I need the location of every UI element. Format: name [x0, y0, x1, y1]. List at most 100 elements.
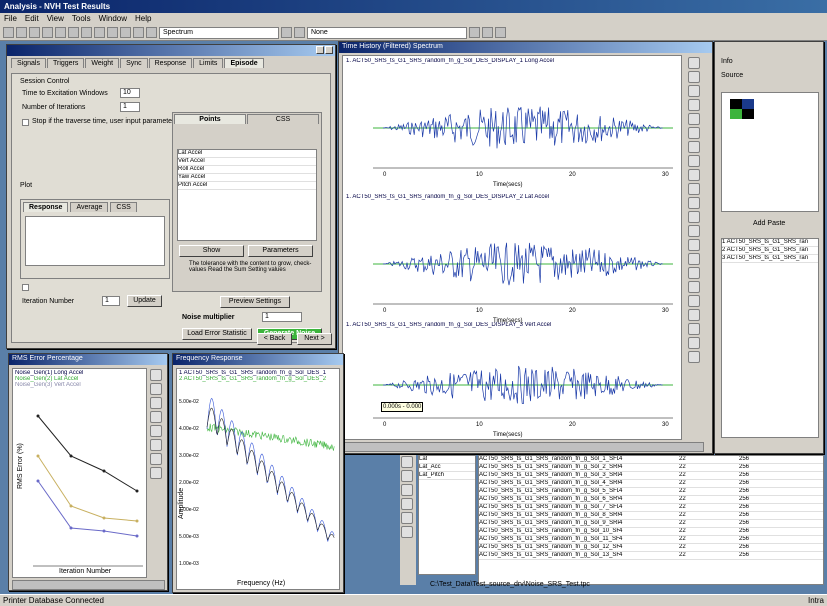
chart-icon[interactable] — [120, 27, 131, 38]
table-row[interactable]: Lat Accel — [178, 150, 316, 158]
time-scrollbar[interactable] — [342, 442, 704, 452]
zoom-in-icon[interactable] — [688, 57, 700, 69]
undo-icon[interactable] — [94, 27, 105, 38]
unlock-icon[interactable] — [688, 351, 700, 363]
copy-icon[interactable] — [688, 169, 700, 181]
table-row[interactable]: Roll Accel — [178, 166, 316, 174]
print-icon[interactable] — [42, 27, 53, 38]
fft-svg[interactable]: 5.00e-02 4.00e-02 3.00e-02 2.00e-02 1.00e-02… — [177, 383, 339, 583]
cut-icon[interactable] — [55, 27, 66, 38]
noise-checkbox[interactable] — [22, 284, 29, 291]
menu-edit[interactable]: Edit — [24, 14, 39, 23]
tab-signals[interactable]: Signals — [11, 58, 46, 68]
tab-sync[interactable]: Sync — [120, 58, 148, 68]
paste-icon[interactable] — [81, 27, 92, 38]
table-row[interactable]: ACT50_SRS_ts_G1_SRS_random_fn_g_Sol_5_SF… — [479, 488, 823, 496]
color-swatch[interactable] — [730, 99, 742, 109]
subtab-average[interactable]: Average — [70, 202, 109, 212]
settings-icon[interactable] — [688, 281, 700, 293]
table-row[interactable]: ACT50_SRS_ts_G1_SRS_random_fn_g_Sol_10_S… — [479, 528, 823, 536]
menu-tools[interactable]: Tools — [71, 14, 91, 23]
preview-button[interactable]: Preview Settings — [220, 296, 290, 308]
excitation-input[interactable]: 10 — [120, 88, 140, 98]
filter-icon[interactable] — [401, 484, 413, 496]
overlay-icon[interactable] — [688, 197, 700, 209]
show-button[interactable]: Show — [179, 245, 244, 257]
next-button[interactable]: Next > — [297, 333, 332, 345]
load-button[interactable]: Load Error Statistic — [182, 328, 252, 340]
panel2-svg[interactable]: 0 10 20 30 Time(secs) — [343, 202, 681, 326]
color-grid[interactable] — [721, 92, 819, 212]
table-row[interactable]: ACT50_SRS_ts_G1_SRS_random_fn_g_Sol_1_SF… — [479, 456, 823, 464]
rms-svg[interactable] — [13, 391, 146, 571]
print-icon[interactable] — [688, 155, 700, 167]
plot-grid[interactable] — [25, 216, 165, 266]
list-item[interactable]: Lat_Acc — [419, 464, 475, 472]
iteration-input[interactable]: 1 — [102, 296, 120, 306]
stack-icon[interactable] — [688, 211, 700, 223]
legend-icon[interactable] — [688, 141, 700, 153]
refresh-icon[interactable] — [688, 267, 700, 279]
marker-icon[interactable] — [688, 239, 700, 251]
export-icon[interactable] — [150, 467, 162, 479]
color-swatch[interactable] — [742, 99, 754, 109]
subtab-css[interactable]: CSS — [110, 202, 137, 212]
menu-help[interactable]: Help — [135, 14, 152, 23]
menu-window[interactable]: Window — [98, 14, 128, 23]
pan-icon[interactable] — [688, 85, 700, 97]
none-combo[interactable]: None — [307, 26, 467, 39]
new-icon[interactable] — [3, 27, 14, 38]
table-row[interactable]: ACT50_SRS_ts_G1_SRS_random_fn_g_Sol_6_SR… — [479, 496, 823, 504]
legend-icon[interactable] — [150, 439, 162, 451]
tab-css-inner[interactable]: CSS — [247, 114, 319, 124]
table-row[interactable]: ACT50_SRS_ts_G1_SRS_random_fn_g_Sol_8_SR… — [479, 512, 823, 520]
info-icon[interactable] — [688, 295, 700, 307]
zoom-out-icon[interactable] — [150, 383, 162, 395]
menu-view[interactable]: View — [46, 14, 64, 23]
list-item[interactable]: Lat_Pitch — [419, 472, 475, 480]
minimize-icon[interactable] — [316, 46, 324, 54]
table-row[interactable]: ACT50_SRS_ts_G1_SRS_random_fn_g_Sol_4_SR… — [479, 480, 823, 488]
help-icon[interactable] — [688, 309, 700, 321]
tab-episode[interactable]: Episode — [224, 58, 264, 68]
copy-icon[interactable] — [68, 27, 79, 38]
tab-limits[interactable]: Limits — [193, 58, 224, 68]
table-row[interactable]: Pitch Accel — [178, 182, 316, 190]
table-row[interactable]: ACT50_SRS_ts_G1_SRS_random_fn_g_Sol_3_SR… — [479, 472, 823, 480]
list-item[interactable]: 1 ACT50_SRS_ts_G1_SRS_ran — [722, 239, 818, 247]
close-icon[interactable] — [688, 323, 700, 335]
list-item[interactable]: Lat — [419, 456, 475, 464]
list-item[interactable]: 2 ACT50_SRS_ts_G1_SRS_ran — [722, 247, 818, 255]
table-row[interactable]: ACT50_SRS_ts_G1_SRS_random_fn_g_Sol_9_SR… — [479, 520, 823, 528]
spectrum-combo[interactable]: Spectrum — [159, 26, 279, 39]
table-row[interactable]: Vert Accel — [178, 158, 316, 166]
parameters-button[interactable]: Parameters — [248, 245, 313, 257]
zoom-icon[interactable] — [146, 27, 157, 38]
pan-icon[interactable] — [150, 397, 162, 409]
cursor-icon[interactable] — [688, 99, 700, 111]
iterations-input[interactable]: 1 — [120, 102, 140, 112]
rms-scrollbar[interactable] — [12, 580, 165, 590]
color-swatch[interactable] — [730, 109, 742, 119]
search-icon[interactable] — [401, 456, 413, 468]
export-icon[interactable] — [495, 27, 506, 38]
table-icon[interactable] — [482, 27, 493, 38]
list-item[interactable]: 3 ACT50_SRS_ts_G1_SRS_ran — [722, 255, 818, 263]
print-icon[interactable] — [150, 453, 162, 465]
panel1-svg[interactable]: 0 10 20 30 Time(secs) — [343, 66, 681, 190]
stop-checkbox[interactable] — [22, 119, 29, 126]
tab-triggers[interactable]: Triggers — [46, 58, 85, 68]
table-row[interactable]: ACT50_SRS_ts_G1_SRS_random_fn_g_Sol_2_SR… — [479, 464, 823, 472]
zoom-out-icon[interactable] — [688, 71, 700, 83]
table-row[interactable]: ACT50_SRS_ts_G1_SRS_random_fn_g_Sol_7_SF… — [479, 504, 823, 512]
edit-icon[interactable] — [401, 498, 413, 510]
grid-icon[interactable] — [150, 425, 162, 437]
noise-input[interactable]: 1 — [262, 312, 302, 322]
close-icon[interactable] — [325, 46, 333, 54]
scale-icon[interactable] — [688, 113, 700, 125]
menu-file[interactable]: File — [4, 14, 17, 23]
zoom-icon[interactable] — [401, 470, 413, 482]
color-swatch[interactable] — [742, 109, 754, 119]
table-row[interactable]: ACT50_SRS_ts_G1_SRS_random_fn_g_Sol_12_S… — [479, 544, 823, 552]
measure-icon[interactable] — [688, 225, 700, 237]
